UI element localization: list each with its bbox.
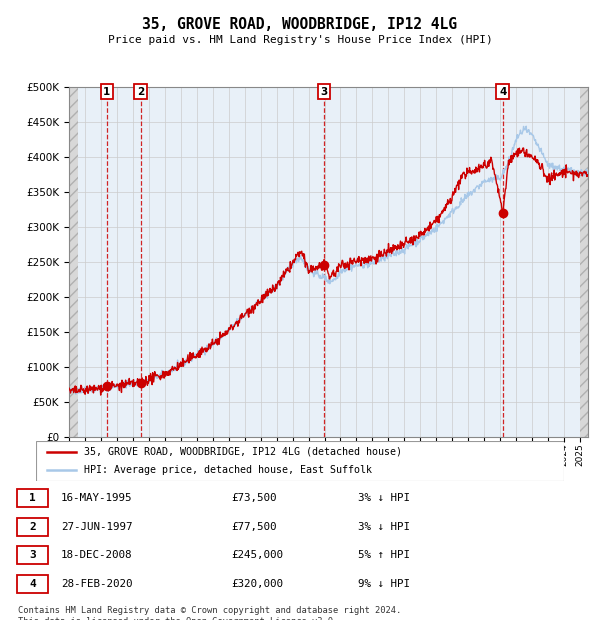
Text: 27-JUN-1997: 27-JUN-1997 [61, 521, 133, 531]
Text: Price paid vs. HM Land Registry's House Price Index (HPI): Price paid vs. HM Land Registry's House … [107, 35, 493, 45]
Bar [17, 546, 48, 564]
Text: 35, GROVE ROAD, WOODBRIDGE, IP12 4LG (detached house): 35, GROVE ROAD, WOODBRIDGE, IP12 4LG (de… [83, 447, 401, 457]
Text: 4: 4 [29, 579, 36, 589]
Bar [17, 489, 48, 507]
Text: 2: 2 [137, 87, 145, 97]
Bar [17, 518, 48, 536]
Text: 18-DEC-2008: 18-DEC-2008 [61, 551, 133, 560]
Bar [17, 575, 48, 593]
Text: 9% ↓ HPI: 9% ↓ HPI [358, 579, 410, 589]
Text: 3% ↓ HPI: 3% ↓ HPI [358, 493, 410, 503]
Text: 3% ↓ HPI: 3% ↓ HPI [358, 521, 410, 531]
Text: 2: 2 [29, 521, 36, 531]
Text: £77,500: £77,500 [231, 521, 277, 531]
Bar [580, 87, 588, 437]
Text: HPI: Average price, detached house, East Suffolk: HPI: Average price, detached house, East… [83, 465, 371, 475]
Text: Contains HM Land Registry data © Crown copyright and database right 2024.
This d: Contains HM Land Registry data © Crown c… [18, 606, 401, 620]
Text: 28-FEB-2020: 28-FEB-2020 [61, 579, 133, 589]
Bar [69, 87, 78, 437]
Text: £245,000: £245,000 [231, 551, 283, 560]
Text: 35, GROVE ROAD, WOODBRIDGE, IP12 4LG: 35, GROVE ROAD, WOODBRIDGE, IP12 4LG [143, 17, 458, 32]
Text: 1: 1 [29, 493, 36, 503]
Text: £73,500: £73,500 [231, 493, 277, 503]
Text: 4: 4 [499, 87, 506, 97]
Text: 1: 1 [103, 87, 110, 97]
Text: £320,000: £320,000 [231, 579, 283, 589]
Text: 5% ↑ HPI: 5% ↑ HPI [358, 551, 410, 560]
Text: 16-MAY-1995: 16-MAY-1995 [61, 493, 133, 503]
Text: 3: 3 [29, 551, 36, 560]
Text: 3: 3 [320, 87, 328, 97]
